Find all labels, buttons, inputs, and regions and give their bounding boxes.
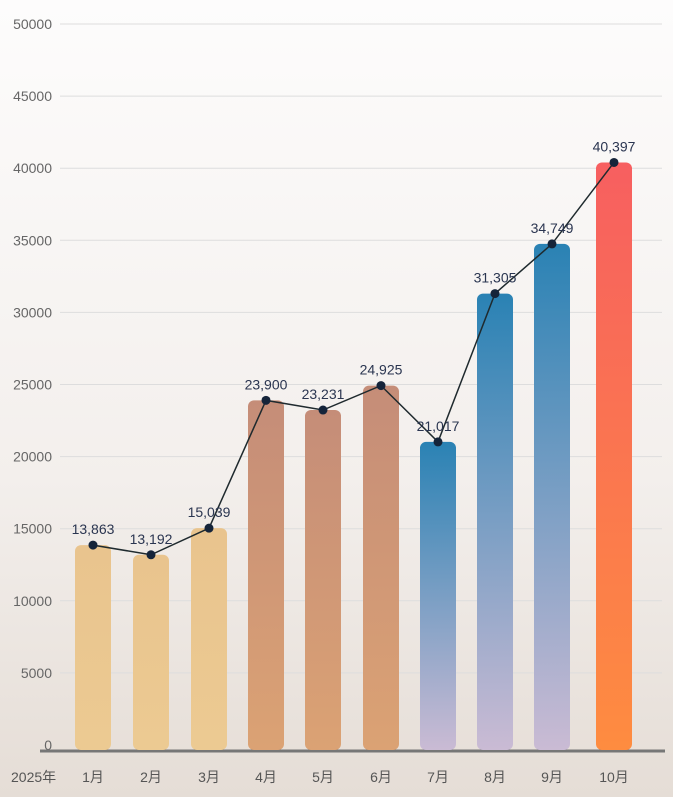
line-point <box>318 405 328 415</box>
bar-6 <box>363 385 399 750</box>
data-label: 23,900 <box>245 376 288 392</box>
line-point <box>547 239 557 249</box>
y-tick-label: 5000 <box>21 665 52 681</box>
trend-line <box>92 162 615 556</box>
y-tick-label: 10000 <box>13 593 52 609</box>
data-label: 21,017 <box>417 418 460 434</box>
bar-7 <box>420 441 456 750</box>
line-point <box>204 523 214 533</box>
data-label: 15,039 <box>188 504 231 520</box>
y-tick-label: 20000 <box>13 449 52 465</box>
y-tick-label: 45000 <box>13 88 52 104</box>
data-label: 24,925 <box>360 362 403 378</box>
bar-5 <box>305 410 341 750</box>
bar-8 <box>477 293 513 750</box>
data-label: 23,231 <box>302 386 345 402</box>
data-label: 34,749 <box>531 220 574 236</box>
data-label: 13,192 <box>130 531 173 547</box>
line-point <box>88 540 98 550</box>
x-axis-label: 2025年 <box>11 769 56 785</box>
y-tick-label: 35000 <box>13 232 52 248</box>
x-tick-label: 8月 <box>484 769 506 785</box>
line-point <box>490 289 500 299</box>
bar-10 <box>596 162 632 750</box>
data-label: 40,397 <box>593 138 636 154</box>
bar-9 <box>534 243 570 750</box>
line-point <box>609 157 619 167</box>
x-tick-label: 9月 <box>541 769 563 785</box>
line-point <box>376 381 386 391</box>
x-tick-label: 1月 <box>82 769 104 785</box>
line-point <box>261 395 271 405</box>
y-tick-label: 25000 <box>13 377 52 393</box>
x-tick-label: 6月 <box>370 769 392 785</box>
x-tick-label: 7月 <box>427 769 449 785</box>
line-point <box>433 437 443 447</box>
bar-3 <box>191 528 227 750</box>
line-point <box>146 550 156 560</box>
data-label: 31,305 <box>474 270 517 286</box>
y-tick-label: 50000 <box>13 16 52 32</box>
y-tick-label: 15000 <box>13 521 52 537</box>
x-tick-label: 4月 <box>255 769 277 785</box>
x-tick-label: 3月 <box>198 769 220 785</box>
x-tick-label: 5月 <box>312 769 334 785</box>
bar-4 <box>248 400 284 750</box>
x-tick-label: 10月 <box>599 769 629 785</box>
y-tick-label: 30000 <box>13 304 52 320</box>
y-tick-label: 0 <box>44 737 52 753</box>
bar-2 <box>133 554 169 750</box>
x-tick-label: 2月 <box>140 769 162 785</box>
y-tick-label: 40000 <box>13 160 52 176</box>
data-label: 13,863 <box>72 521 115 537</box>
bar-1 <box>75 545 111 750</box>
